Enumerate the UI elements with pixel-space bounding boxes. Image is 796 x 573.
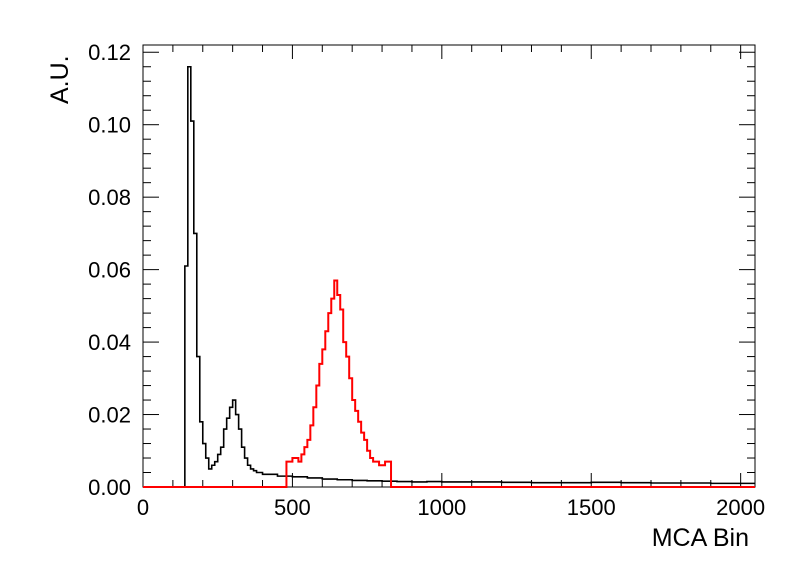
- axis-tick-labels: 0 500 1000 1500 2000 0.00 0.02 0.04 0.06 0.08 0.10…: [88, 40, 765, 520]
- y-tick-label: 0.10: [88, 113, 131, 138]
- x-tick-label: 2000: [716, 495, 765, 520]
- y-tick-label: 0.06: [88, 258, 131, 283]
- y-tick-label: 0.12: [88, 40, 131, 65]
- series-red-histogram: [143, 279, 755, 488]
- axis-ticks: [142, 45, 755, 488]
- y-tick-label: 0.00: [88, 475, 131, 500]
- x-tick-label: 1000: [417, 495, 466, 520]
- y-axis-title: A.U.: [46, 55, 74, 104]
- x-tick-label: 0: [137, 495, 149, 520]
- y-tick-label: 0.08: [88, 185, 131, 210]
- series-black-histogram: [178, 65, 755, 488]
- y-tick-label: 0.04: [88, 330, 131, 355]
- plot-frame: [142, 44, 756, 488]
- x-tick-label: 1500: [567, 495, 616, 520]
- x-axis-title: MCA Bin: [652, 524, 749, 552]
- y-tick-label: 0.02: [88, 403, 131, 428]
- series-layer: [143, 65, 755, 488]
- x-tick-label: 500: [274, 495, 311, 520]
